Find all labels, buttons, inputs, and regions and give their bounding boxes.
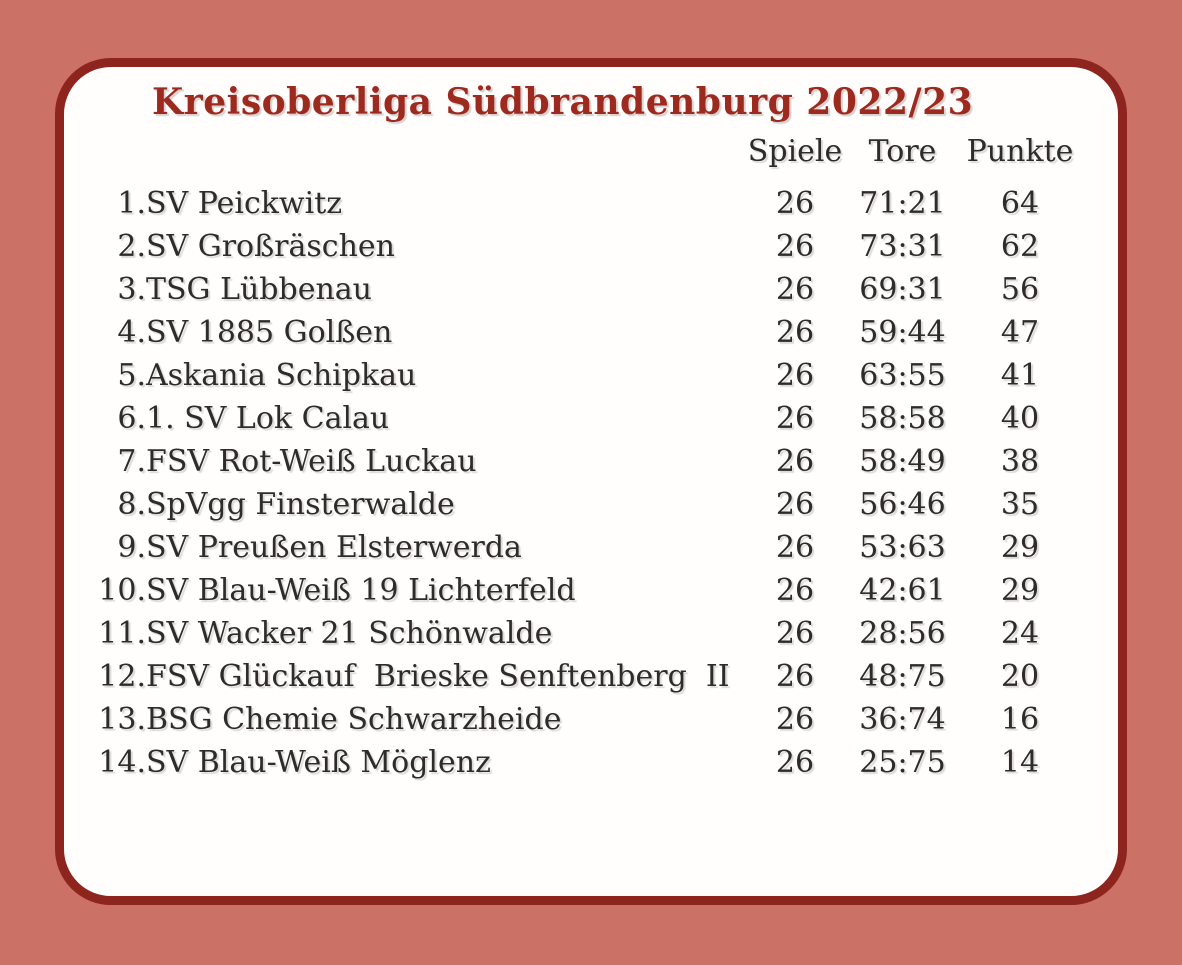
punkte-cell: 47 bbox=[1000, 315, 1040, 350]
rank-cell: 9. bbox=[117, 530, 146, 565]
spiele-cell: 26 bbox=[775, 702, 815, 737]
punkte-cell: 20 bbox=[1000, 659, 1040, 694]
spiele-cell: 26 bbox=[775, 616, 815, 651]
team-name-cell: SV Preußen Elsterwerda bbox=[146, 530, 522, 565]
table-row: 7. FSV Rot-Weiß Luckau 26 58:49 38 bbox=[90, 440, 1085, 483]
tore-cell: 63:55 bbox=[859, 358, 946, 393]
spiele-cell: 26 bbox=[775, 745, 815, 780]
rank-cell: 8. bbox=[117, 487, 146, 522]
table-row: 1. SV Peickwitz 26 71:21 64 bbox=[90, 182, 1085, 225]
spiele-cell: 26 bbox=[775, 659, 815, 694]
rank-cell: 11. bbox=[98, 616, 146, 651]
table-row: 12. FSV Glückauf Brieske Senftenberg II … bbox=[90, 655, 1085, 698]
tore-cell: 58:49 bbox=[859, 444, 946, 479]
team-name-cell: Askania Schipkau bbox=[146, 358, 417, 393]
punkte-cell: 38 bbox=[1000, 444, 1040, 479]
rank-cell: 6. bbox=[117, 401, 146, 436]
spiele-cell: 26 bbox=[775, 358, 815, 393]
spiele-cell: 26 bbox=[775, 315, 815, 350]
punkte-cell: 29 bbox=[1000, 573, 1040, 608]
tore-cell: 69:31 bbox=[859, 272, 946, 307]
spiele-cell: 26 bbox=[775, 573, 815, 608]
team-name-cell: TSG Lübbenau bbox=[146, 272, 372, 307]
punkte-cell: 62 bbox=[1000, 229, 1040, 264]
spiele-cell: 26 bbox=[775, 229, 815, 264]
team-name-cell: SV 1885 Golßen bbox=[146, 315, 393, 350]
punkte-cell: 14 bbox=[1000, 745, 1040, 780]
table-row: 6. 1. SV Lok Calau 26 58:58 40 bbox=[90, 397, 1085, 440]
table-row: 3. TSG Lübbenau 26 69:31 56 bbox=[90, 268, 1085, 311]
table-row: 2. SV Großräschen 26 73:31 62 bbox=[90, 225, 1085, 268]
team-name-cell: SV Peickwitz bbox=[146, 186, 343, 221]
team-name-cell: SpVgg Finsterwalde bbox=[146, 487, 455, 522]
tore-cell: 58:58 bbox=[859, 401, 946, 436]
tore-cell: 53:63 bbox=[859, 530, 946, 565]
table-row: 5. Askania Schipkau 26 63:55 41 bbox=[90, 354, 1085, 397]
team-name-cell: SV Blau-Weiß 19 Lichterfeld bbox=[146, 573, 576, 608]
punkte-cell: 56 bbox=[1000, 272, 1040, 307]
rank-cell: 1. bbox=[117, 186, 146, 221]
punkte-cell: 64 bbox=[1000, 186, 1040, 221]
column-header-punkte: Punkte bbox=[966, 134, 1074, 169]
punkte-cell: 24 bbox=[1000, 616, 1040, 651]
tore-cell: 25:75 bbox=[859, 745, 946, 780]
spiele-cell: 26 bbox=[775, 530, 815, 565]
table-row: 8. SpVgg Finsterwalde 26 56:46 35 bbox=[90, 483, 1085, 526]
table-row: 4. SV 1885 Golßen 26 59:44 47 bbox=[90, 311, 1085, 354]
rank-cell: 14. bbox=[98, 745, 146, 780]
team-name-cell: BSG Chemie Schwarzheide bbox=[146, 702, 562, 737]
tore-cell: 28:56 bbox=[859, 616, 946, 651]
team-name-cell: SV Großräschen bbox=[146, 229, 395, 264]
table-row: 10. SV Blau-Weiß 19 Lichterfeld 26 42:61… bbox=[90, 569, 1085, 612]
tore-cell: 73:31 bbox=[859, 229, 946, 264]
table-row: 14. SV Blau-Weiß Möglenz 26 25:75 14 bbox=[90, 741, 1085, 784]
tore-cell: 71:21 bbox=[859, 186, 946, 221]
team-name-cell: SV Blau-Weiß Möglenz bbox=[146, 745, 491, 780]
rank-cell: 5. bbox=[117, 358, 146, 393]
column-header-tore: Tore bbox=[868, 134, 937, 169]
rank-cell: 7. bbox=[117, 444, 146, 479]
column-header-spiele: Spiele bbox=[747, 134, 843, 169]
rank-cell: 4. bbox=[117, 315, 146, 350]
tore-cell: 56:46 bbox=[859, 487, 946, 522]
rank-cell: 2. bbox=[117, 229, 146, 264]
punkte-cell: 35 bbox=[1000, 487, 1040, 522]
team-name-cell: SV Wacker 21 Schönwalde bbox=[146, 616, 553, 651]
column-header-rank-empty bbox=[90, 133, 146, 182]
standings-table: Spiele Tore Punkte 1. SV Peickwitz 26 71… bbox=[90, 133, 1085, 784]
tore-cell: 36:74 bbox=[859, 702, 946, 737]
team-name-cell: 1. SV Lok Calau bbox=[146, 401, 390, 436]
table-row: 11. SV Wacker 21 Schönwalde 26 28:56 24 bbox=[90, 612, 1085, 655]
standings-card: Kreisoberliga Südbrandenburg 2022/23 Spi… bbox=[55, 58, 1127, 905]
spiele-cell: 26 bbox=[775, 444, 815, 479]
rank-cell: 10. bbox=[98, 573, 146, 608]
spiele-cell: 26 bbox=[775, 487, 815, 522]
punkte-cell: 29 bbox=[1000, 530, 1040, 565]
team-name-cell: FSV Rot-Weiß Luckau bbox=[146, 444, 477, 479]
table-row: 9. SV Preußen Elsterwerda 26 53:63 29 bbox=[90, 526, 1085, 569]
punkte-cell: 41 bbox=[1000, 358, 1040, 393]
page-title: Kreisoberliga Südbrandenburg 2022/23 bbox=[152, 81, 974, 123]
table-row: 13. BSG Chemie Schwarzheide 26 36:74 16 bbox=[90, 698, 1085, 741]
spiele-cell: 26 bbox=[775, 186, 815, 221]
team-name-cell: FSV Glückauf Brieske Senftenberg II bbox=[146, 659, 730, 694]
column-header-team-empty bbox=[146, 133, 740, 182]
spiele-cell: 26 bbox=[775, 272, 815, 307]
tore-cell: 59:44 bbox=[859, 315, 946, 350]
spiele-cell: 26 bbox=[775, 401, 815, 436]
standings-rows: 1. SV Peickwitz 26 71:21 64 2. SV Großrä… bbox=[90, 182, 1085, 784]
tore-cell: 42:61 bbox=[859, 573, 946, 608]
punkte-cell: 40 bbox=[1000, 401, 1040, 436]
rank-cell: 3. bbox=[117, 272, 146, 307]
rank-cell: 12. bbox=[98, 659, 146, 694]
tore-cell: 48:75 bbox=[859, 659, 946, 694]
header-row: Spiele Tore Punkte bbox=[90, 133, 1085, 182]
punkte-cell: 16 bbox=[1000, 702, 1040, 737]
rank-cell: 13. bbox=[98, 702, 146, 737]
